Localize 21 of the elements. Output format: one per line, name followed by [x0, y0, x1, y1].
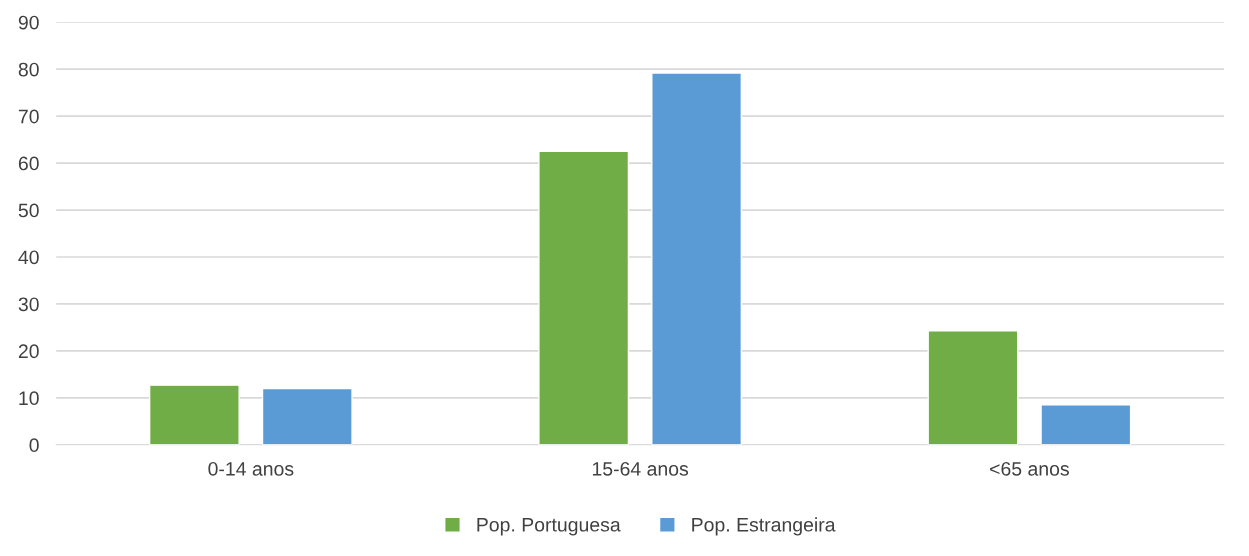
y-tick-label: 50 — [18, 203, 39, 218]
y-tick-label: 60 — [18, 156, 39, 171]
y-tick-label: 80 — [18, 62, 39, 77]
x-tick-label: <65 anos — [990, 461, 1069, 476]
bar — [1040, 404, 1132, 445]
y-tick-label: 70 — [18, 109, 39, 124]
y-tick-label: 0 — [29, 438, 39, 453]
y-tick-label: 10 — [19, 391, 39, 406]
bar — [538, 150, 630, 445]
bar — [927, 330, 1019, 445]
y-tick-label: 40 — [18, 250, 39, 265]
x-tick-label: 0-14 anos — [208, 461, 294, 476]
bar — [148, 384, 240, 445]
y-tick-label: 90 — [18, 15, 39, 30]
y-tick-label: 30 — [18, 297, 39, 312]
legend-label: Pop. Estrangeira — [692, 517, 836, 536]
x-tick-label: 15-64 anos — [592, 461, 689, 476]
bar — [651, 72, 743, 445]
legend-label: Pop. Portuguesa — [477, 518, 621, 536]
bar — [261, 387, 353, 445]
y-tick-label: 20 — [18, 344, 39, 359]
